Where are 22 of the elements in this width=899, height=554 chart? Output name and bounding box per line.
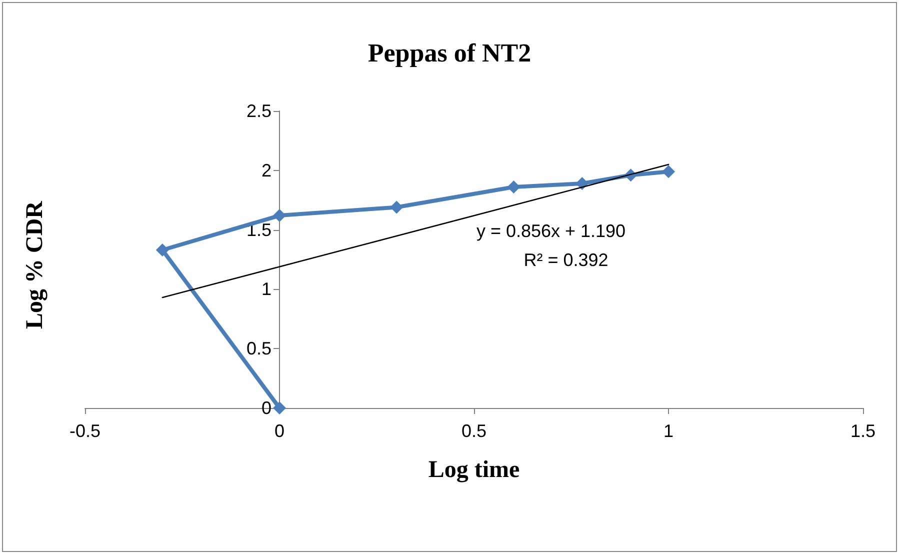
x-axis-title: Log time [428,457,520,483]
point [662,165,675,178]
y-tick-label: 0 [261,398,272,418]
x-tick-label: -0.5 [69,421,101,441]
point [507,180,520,194]
x-tick-label: 1.5 [850,421,876,441]
point [273,402,286,414]
x-tick-label: 1 [663,421,674,441]
point [390,200,404,214]
chart-title: Peppas of NT2 [368,38,532,68]
annotation: R² = 0.392 [524,250,608,270]
y-tick-label: 1 [261,279,272,300]
point [273,209,286,222]
y-axis-title: Log % CDR [22,200,48,330]
point [576,176,589,190]
y-tick-label: 2.5 [246,101,272,121]
point [156,243,169,256]
x-tick-label: 0.5 [461,421,487,441]
y-tick-label: 2 [261,160,272,180]
x-tick-label: 0 [274,421,285,441]
y-tick-label: 0.5 [246,338,272,359]
annotation: y = 0.856x + 1.190 [476,221,626,241]
